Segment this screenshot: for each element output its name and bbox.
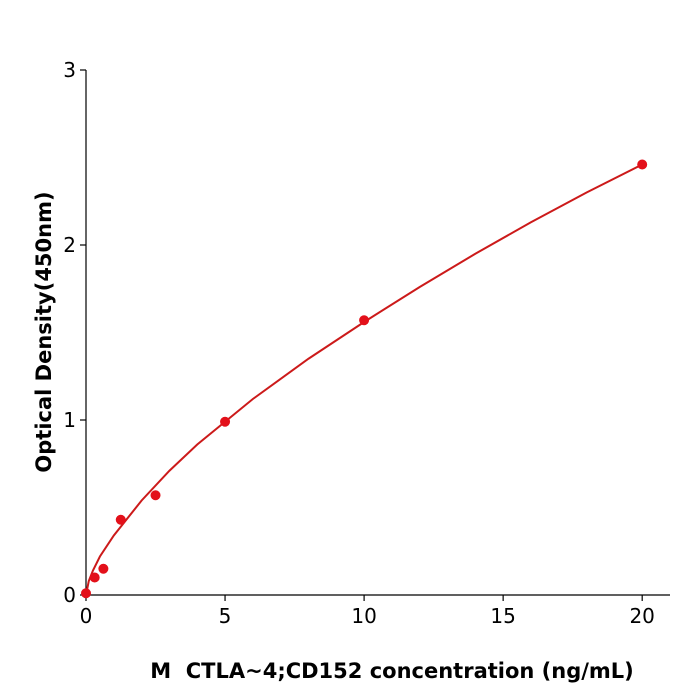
fit-curve [85,163,643,596]
x-tick-label: 10 [351,604,376,628]
data-point [98,563,109,574]
data-point [115,514,126,525]
x-tick-label: 15 [490,604,515,628]
x-tick-label: 20 [629,604,654,628]
y-axis-label: Optical Density(450nm) [32,191,56,472]
y-tick-label: 2 [63,233,76,257]
y-tick-label: 3 [63,58,76,82]
data-point [89,572,100,583]
x-tick-label: 5 [219,604,232,628]
data-point [220,416,231,427]
data-point [150,490,161,501]
x-tick-label: 0 [80,604,93,628]
y-tick-label: 1 [63,408,76,432]
data-point [359,315,370,326]
data-point [81,588,91,599]
data-point [637,159,648,170]
y-tick-label: 0 [63,583,76,607]
x-axis-label: M CTLA~4;CD152 concentration (ng/mL) [150,659,634,683]
